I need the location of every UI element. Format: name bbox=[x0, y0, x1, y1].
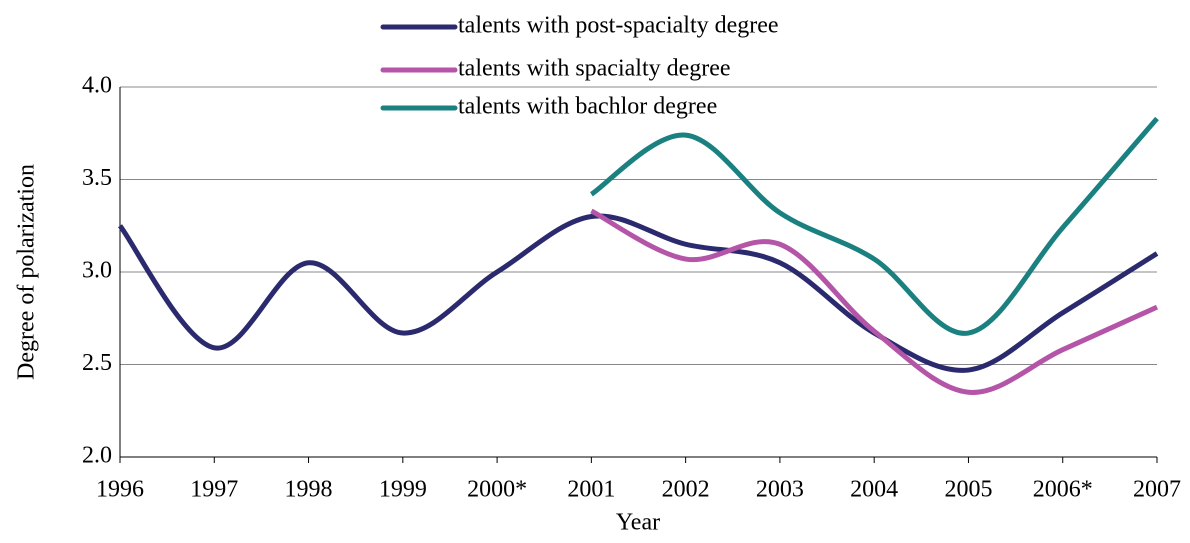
legend-label: talents with spacialty degree bbox=[458, 56, 731, 82]
x-tick-label: 2003 bbox=[756, 477, 804, 503]
series-line bbox=[590, 208, 1159, 395]
x-tick-label: 1999 bbox=[379, 477, 427, 503]
x-tick-label: 1998 bbox=[285, 477, 333, 503]
y-tick-label: 3.5 bbox=[82, 165, 112, 191]
series-line bbox=[589, 116, 1159, 336]
legend-label: talents with post-spacialty degree bbox=[458, 13, 779, 39]
x-axis-label: Year bbox=[616, 510, 660, 536]
series-line bbox=[117, 213, 1159, 373]
x-tick-label: 2005 bbox=[944, 477, 992, 503]
y-tick-label: 4.0 bbox=[82, 73, 112, 99]
y-tick-label: 3.0 bbox=[82, 258, 112, 284]
x-tick-label: 1996 bbox=[96, 477, 144, 503]
y-tick-label: 2.5 bbox=[82, 350, 112, 376]
x-tick-label: 2000* bbox=[467, 477, 527, 503]
x-tick-label: 2007 bbox=[1133, 477, 1181, 503]
legend-label: talents with bachlor degree bbox=[458, 94, 717, 120]
x-tick-label: 1997 bbox=[190, 477, 238, 503]
y-tick-label: 2.0 bbox=[82, 443, 112, 469]
x-tick-label: 2002 bbox=[662, 477, 710, 503]
x-tick-label: 2006* bbox=[1033, 477, 1093, 503]
x-tick-label: 2004 bbox=[850, 477, 898, 503]
y-axis-label: Degree of polarization bbox=[14, 164, 40, 380]
x-tick-label: 2001 bbox=[567, 477, 615, 503]
